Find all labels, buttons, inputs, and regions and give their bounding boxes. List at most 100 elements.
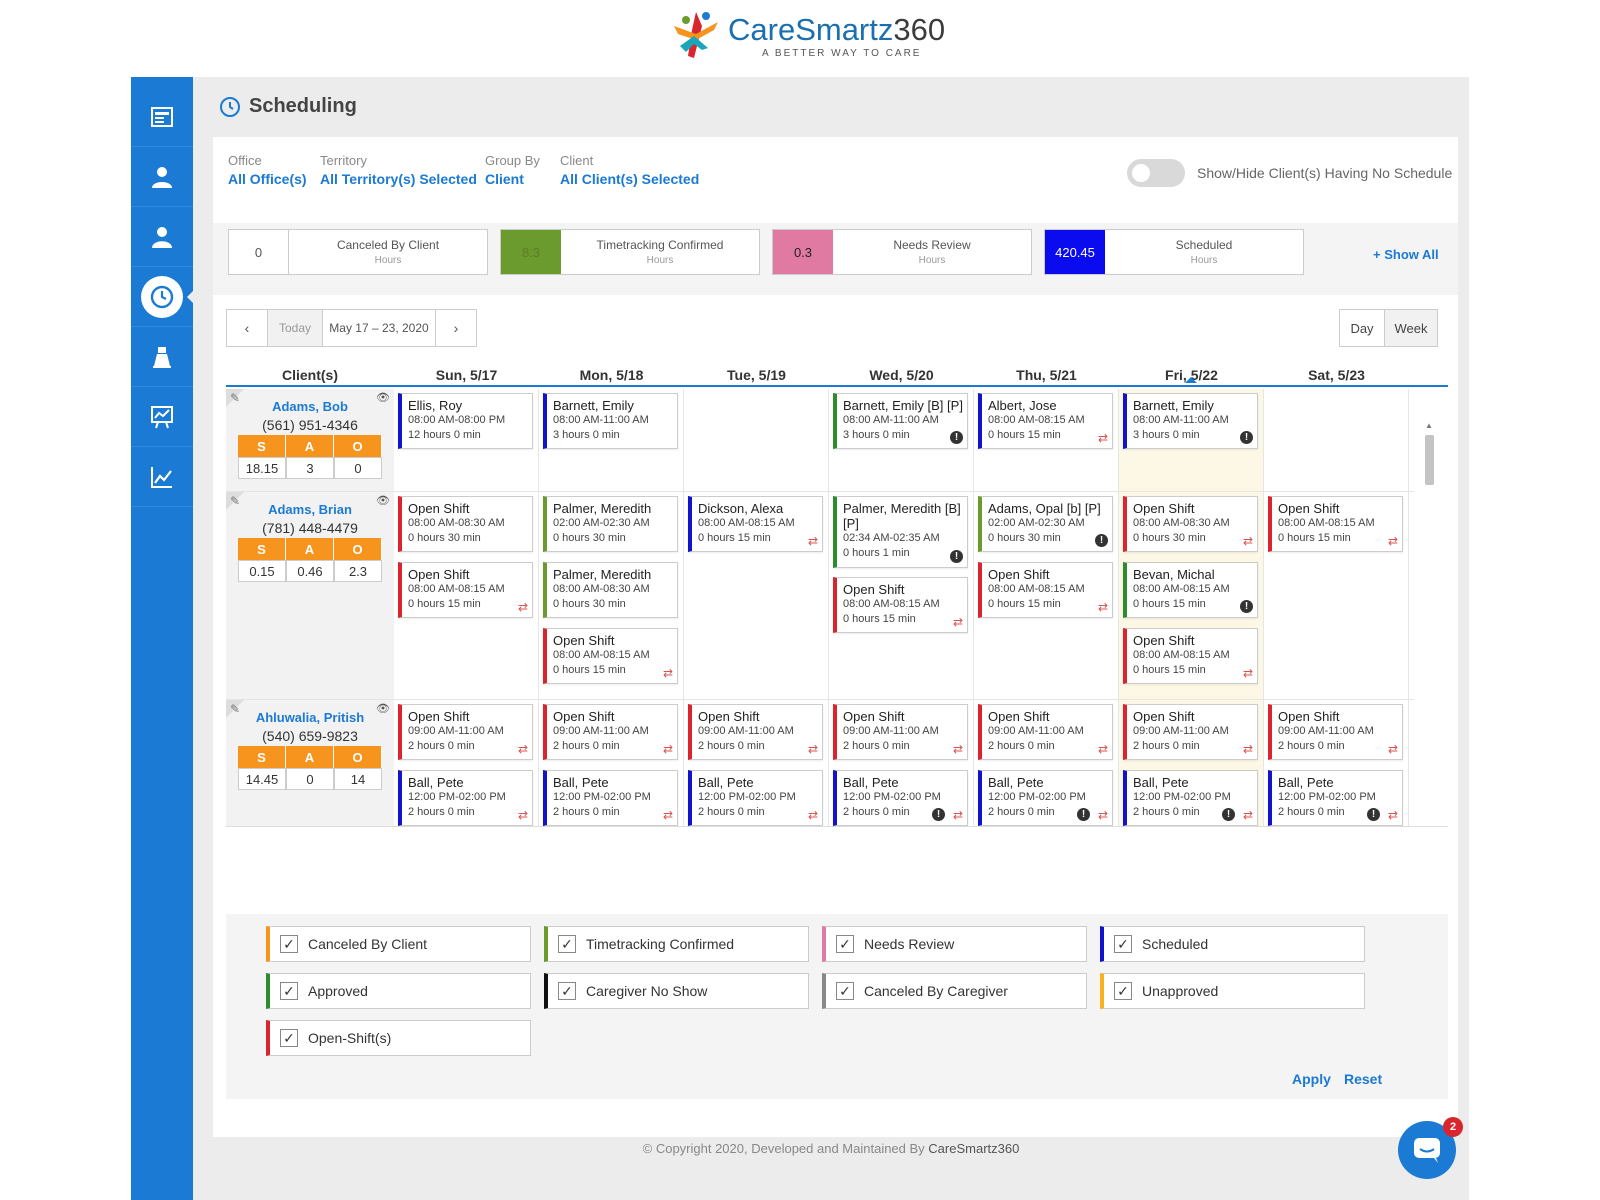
shift-card[interactable]: Open Shift 08:00 AM-08:30 AM 0 hours 30 … [398,496,533,552]
grid-scrollbar[interactable]: ▲ ▼ [1424,419,1434,826]
show-all-link[interactable]: + Show All [1373,247,1439,262]
checkbox-checked-icon[interactable]: ✓ [280,982,298,1000]
swap-icon[interactable]: ⇄ [517,742,528,756]
shift-card[interactable]: Palmer, Meredith [B] [P] 02:34 AM-02:35 … [833,496,968,568]
shift-card[interactable]: Open Shift 08:00 AM-08:15 AM 0 hours 15 … [978,562,1113,618]
next-week-button[interactable]: › [435,309,477,347]
edit-icon[interactable]: ✎ [230,391,241,405]
swap-icon[interactable]: ⇄ [952,742,963,756]
swap-icon[interactable]: ⇄ [1387,534,1398,548]
swap-icon[interactable]: ⇄ [1387,742,1398,756]
checkbox-checked-icon[interactable]: ✓ [836,982,854,1000]
sidebar-item-caregivers[interactable] [131,147,193,207]
swap-icon[interactable]: ⇄ [807,742,818,756]
info-icon[interactable]: ! [932,808,945,821]
eye-icon[interactable]: 👁 [376,392,390,404]
shift-card[interactable]: Open Shift 08:00 AM-08:15 AM 0 hours 15 … [1123,628,1258,684]
client-name-link[interactable]: Adams, Brian [268,502,352,517]
swap-icon[interactable]: ⇄ [1242,742,1253,756]
info-icon[interactable]: ! [1240,431,1253,444]
eye-icon[interactable]: 👁 [376,495,390,507]
shift-card[interactable]: Open Shift 09:00 AM-11:00 AM 2 hours 0 m… [543,704,678,760]
legend-canceled-by-caregiver[interactable]: ✓ Canceled By Caregiver [822,973,1087,1009]
sidebar-item-clients[interactable] [131,207,193,267]
info-icon[interactable]: ! [1367,808,1380,821]
checkbox-checked-icon[interactable]: ✓ [280,1029,298,1047]
footer-brand-link[interactable]: CareSmartz360 [928,1141,1020,1156]
sidebar-item-billing[interactable] [131,327,193,387]
checkbox-checked-icon[interactable]: ✓ [836,935,854,953]
shift-card[interactable]: Ball, Pete 12:00 PM-02:00 PM 2 hours 0 m… [833,770,968,826]
shift-card[interactable]: Open Shift 08:00 AM-08:15 AM 0 hours 15 … [398,562,533,618]
shift-card[interactable]: Open Shift 09:00 AM-11:00 AM 2 hours 0 m… [978,704,1113,760]
legend-unapproved[interactable]: ✓ Unapproved [1100,973,1365,1009]
legend-approved[interactable]: ✓ Approved [266,973,531,1009]
shift-card[interactable]: Barnett, Emily [B] [P] 08:00 AM-11:00 AM… [833,393,968,449]
col-header-day[interactable]: Tue, 5/19 [727,367,786,383]
shift-card[interactable]: Albert, Jose 08:00 AM-08:15 AM 0 hours 1… [978,393,1113,449]
shift-card[interactable]: Ball, Pete 12:00 PM-02:00 PM 2 hours 0 m… [398,770,533,826]
scrollbar-thumb[interactable] [1425,435,1434,485]
info-icon[interactable]: ! [1240,600,1253,613]
col-header-today[interactable]: Fri, 5/22 [1165,367,1218,383]
swap-icon[interactable]: ⇄ [662,742,673,756]
reset-button[interactable]: Reset [1344,1071,1383,1087]
shift-card[interactable]: Barnett, Emily 08:00 AM-11:00 AM 3 hours… [543,393,678,449]
checkbox-checked-icon[interactable]: ✓ [558,982,576,1000]
day-view-button[interactable]: Day [1339,309,1385,347]
week-view-button[interactable]: Week [1384,309,1438,347]
shift-card[interactable]: Dickson, Alexa 08:00 AM-08:15 AM 0 hours… [688,496,823,552]
shift-card[interactable]: Open Shift 09:00 AM-11:00 AM 2 hours 0 m… [1268,704,1403,760]
swap-icon[interactable]: ⇄ [807,808,818,822]
client-filter-value[interactable]: All Client(s) Selected [560,171,700,187]
shift-card[interactable]: Open Shift 08:00 AM-08:15 AM 0 hours 15 … [1268,496,1403,552]
today-button[interactable]: Today [267,309,323,347]
prev-week-button[interactable]: ‹ [226,309,268,347]
shift-card[interactable]: Ball, Pete 12:00 PM-02:00 PM 2 hours 0 m… [1123,770,1258,826]
sidebar-item-analytics[interactable] [131,447,193,507]
summary-timetracking-confirmed[interactable]: 8.3 Timetracking Confirmed Hours [500,229,760,275]
swap-icon[interactable]: ⇄ [1097,600,1108,614]
no-schedule-toggle[interactable] [1127,159,1185,187]
shift-card[interactable]: Ball, Pete 12:00 PM-02:00 PM 2 hours 0 m… [688,770,823,826]
legend-scheduled[interactable]: ✓ Scheduled [1100,926,1365,962]
col-header-day[interactable]: Sat, 5/23 [1308,367,1365,383]
edit-icon[interactable]: ✎ [230,702,241,716]
swap-icon[interactable]: ⇄ [1097,431,1108,445]
shift-card[interactable]: Ball, Pete 12:00 PM-02:00 PM 2 hours 0 m… [1268,770,1403,826]
date-range-label[interactable]: May 17 – 23, 2020 [322,309,436,347]
group-by-filter[interactable]: Group By Client [485,153,540,187]
eye-icon[interactable]: 👁 [376,703,390,715]
client-name-link[interactable]: Adams, Bob [272,399,348,414]
col-header-day[interactable]: Mon, 5/18 [579,367,644,383]
legend-needs-review[interactable]: ✓ Needs Review [822,926,1087,962]
swap-icon[interactable]: ⇄ [952,615,963,629]
shift-card[interactable]: Open Shift 08:00 AM-08:30 AM 0 hours 30 … [1123,496,1258,552]
sidebar-item-scheduling[interactable] [131,267,193,327]
checkbox-checked-icon[interactable]: ✓ [1114,982,1132,1000]
checkbox-checked-icon[interactable]: ✓ [558,935,576,953]
info-icon[interactable]: ! [1077,808,1090,821]
shift-card[interactable]: Palmer, Meredith 08:00 AM-08:30 AM 0 hou… [543,562,678,618]
swap-icon[interactable]: ⇄ [1097,808,1108,822]
territory-filter[interactable]: Territory All Territory(s) Selected [320,153,477,187]
shift-card[interactable]: Ball, Pete 12:00 PM-02:00 PM 2 hours 0 m… [543,770,678,826]
info-icon[interactable]: ! [1222,808,1235,821]
scroll-up-icon[interactable]: ▲ [1425,421,1433,430]
swap-icon[interactable]: ⇄ [1097,742,1108,756]
swap-icon[interactable]: ⇄ [807,534,818,548]
territory-filter-value[interactable]: All Territory(s) Selected [320,171,477,187]
shift-card[interactable]: Open Shift 08:00 AM-08:15 AM 0 hours 15 … [833,577,968,633]
swap-icon[interactable]: ⇄ [1242,808,1253,822]
info-icon[interactable]: ! [950,431,963,444]
shift-card[interactable]: Open Shift 09:00 AM-11:00 AM 2 hours 0 m… [688,704,823,760]
col-header-day[interactable]: Thu, 5/21 [1016,367,1077,383]
swap-icon[interactable]: ⇄ [517,600,528,614]
legend-open-shifts[interactable]: ✓ Open-Shift(s) [266,1020,531,1056]
swap-icon[interactable]: ⇄ [952,808,963,822]
summary-needs-review[interactable]: 0.3 Needs Review Hours [772,229,1032,275]
shift-card[interactable]: Bevan, Michal 08:00 AM-08:15 AM 0 hours … [1123,562,1258,618]
sidebar-item-dashboard[interactable] [131,87,193,147]
swap-icon[interactable]: ⇄ [517,808,528,822]
office-filter-value[interactable]: All Office(s) [228,171,307,187]
